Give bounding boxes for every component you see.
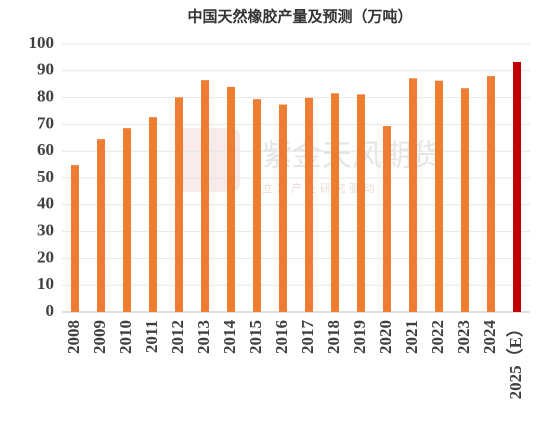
- x-tick-label: 2025（E）: [505, 320, 525, 399]
- bar: [201, 80, 209, 313]
- bar: [97, 139, 105, 312]
- y-tick-label: 60: [37, 140, 54, 159]
- x-tick-label: 2023: [454, 320, 473, 354]
- x-tick-label: 2013: [194, 320, 213, 354]
- bar: [461, 88, 469, 312]
- y-tick-label: 10: [37, 274, 54, 293]
- x-tick-label: 2019: [350, 320, 369, 354]
- x-tick-label: 2018: [324, 320, 343, 354]
- bar: [305, 97, 313, 312]
- chart-title: 中国天然橡胶产量及预测（万吨）: [187, 8, 412, 26]
- x-tick-label: 2016: [272, 320, 291, 354]
- x-tick-label: 2011: [142, 320, 161, 353]
- x-tick-label: 2020: [376, 320, 395, 354]
- x-tick-label: 2024: [480, 320, 499, 355]
- y-tick-label: 80: [37, 87, 54, 106]
- bar: [175, 97, 183, 312]
- y-tick-label: 30: [37, 221, 54, 240]
- y-tick-label: 90: [37, 60, 54, 79]
- x-tick-label: 2022: [428, 320, 447, 354]
- bar: [227, 86, 235, 312]
- y-tick-label: 100: [29, 33, 55, 52]
- bar: [435, 80, 443, 312]
- x-tick-label: 2017: [298, 320, 317, 355]
- bar: [383, 126, 391, 313]
- y-tick-label: 50: [37, 167, 54, 186]
- y-tick-label: 70: [37, 113, 54, 132]
- watermark-subtitle: 立 足 产 业 研 究 驱 动: [262, 181, 374, 195]
- bar: [123, 128, 131, 312]
- bar: [149, 117, 157, 312]
- bar: [513, 61, 521, 313]
- x-tick-label: 2008: [64, 320, 83, 354]
- bar: [357, 94, 365, 312]
- y-tick-label: 40: [37, 194, 54, 213]
- x-tick-label: 2021: [402, 320, 421, 354]
- x-tick-label: 2012: [168, 320, 187, 354]
- y-tick-label: 20: [37, 247, 54, 266]
- x-tick-label: 2014: [220, 320, 239, 355]
- x-tick-label: 2009: [90, 320, 109, 354]
- x-tick-label: 2010: [116, 320, 135, 354]
- x-tick-label: 2015: [246, 320, 265, 354]
- bar: [487, 76, 495, 312]
- bar: [279, 104, 287, 313]
- bar: [331, 93, 339, 312]
- y-tick-label: 0: [46, 301, 55, 320]
- bar: [409, 78, 417, 312]
- bar: [71, 165, 79, 312]
- bar: [253, 99, 261, 312]
